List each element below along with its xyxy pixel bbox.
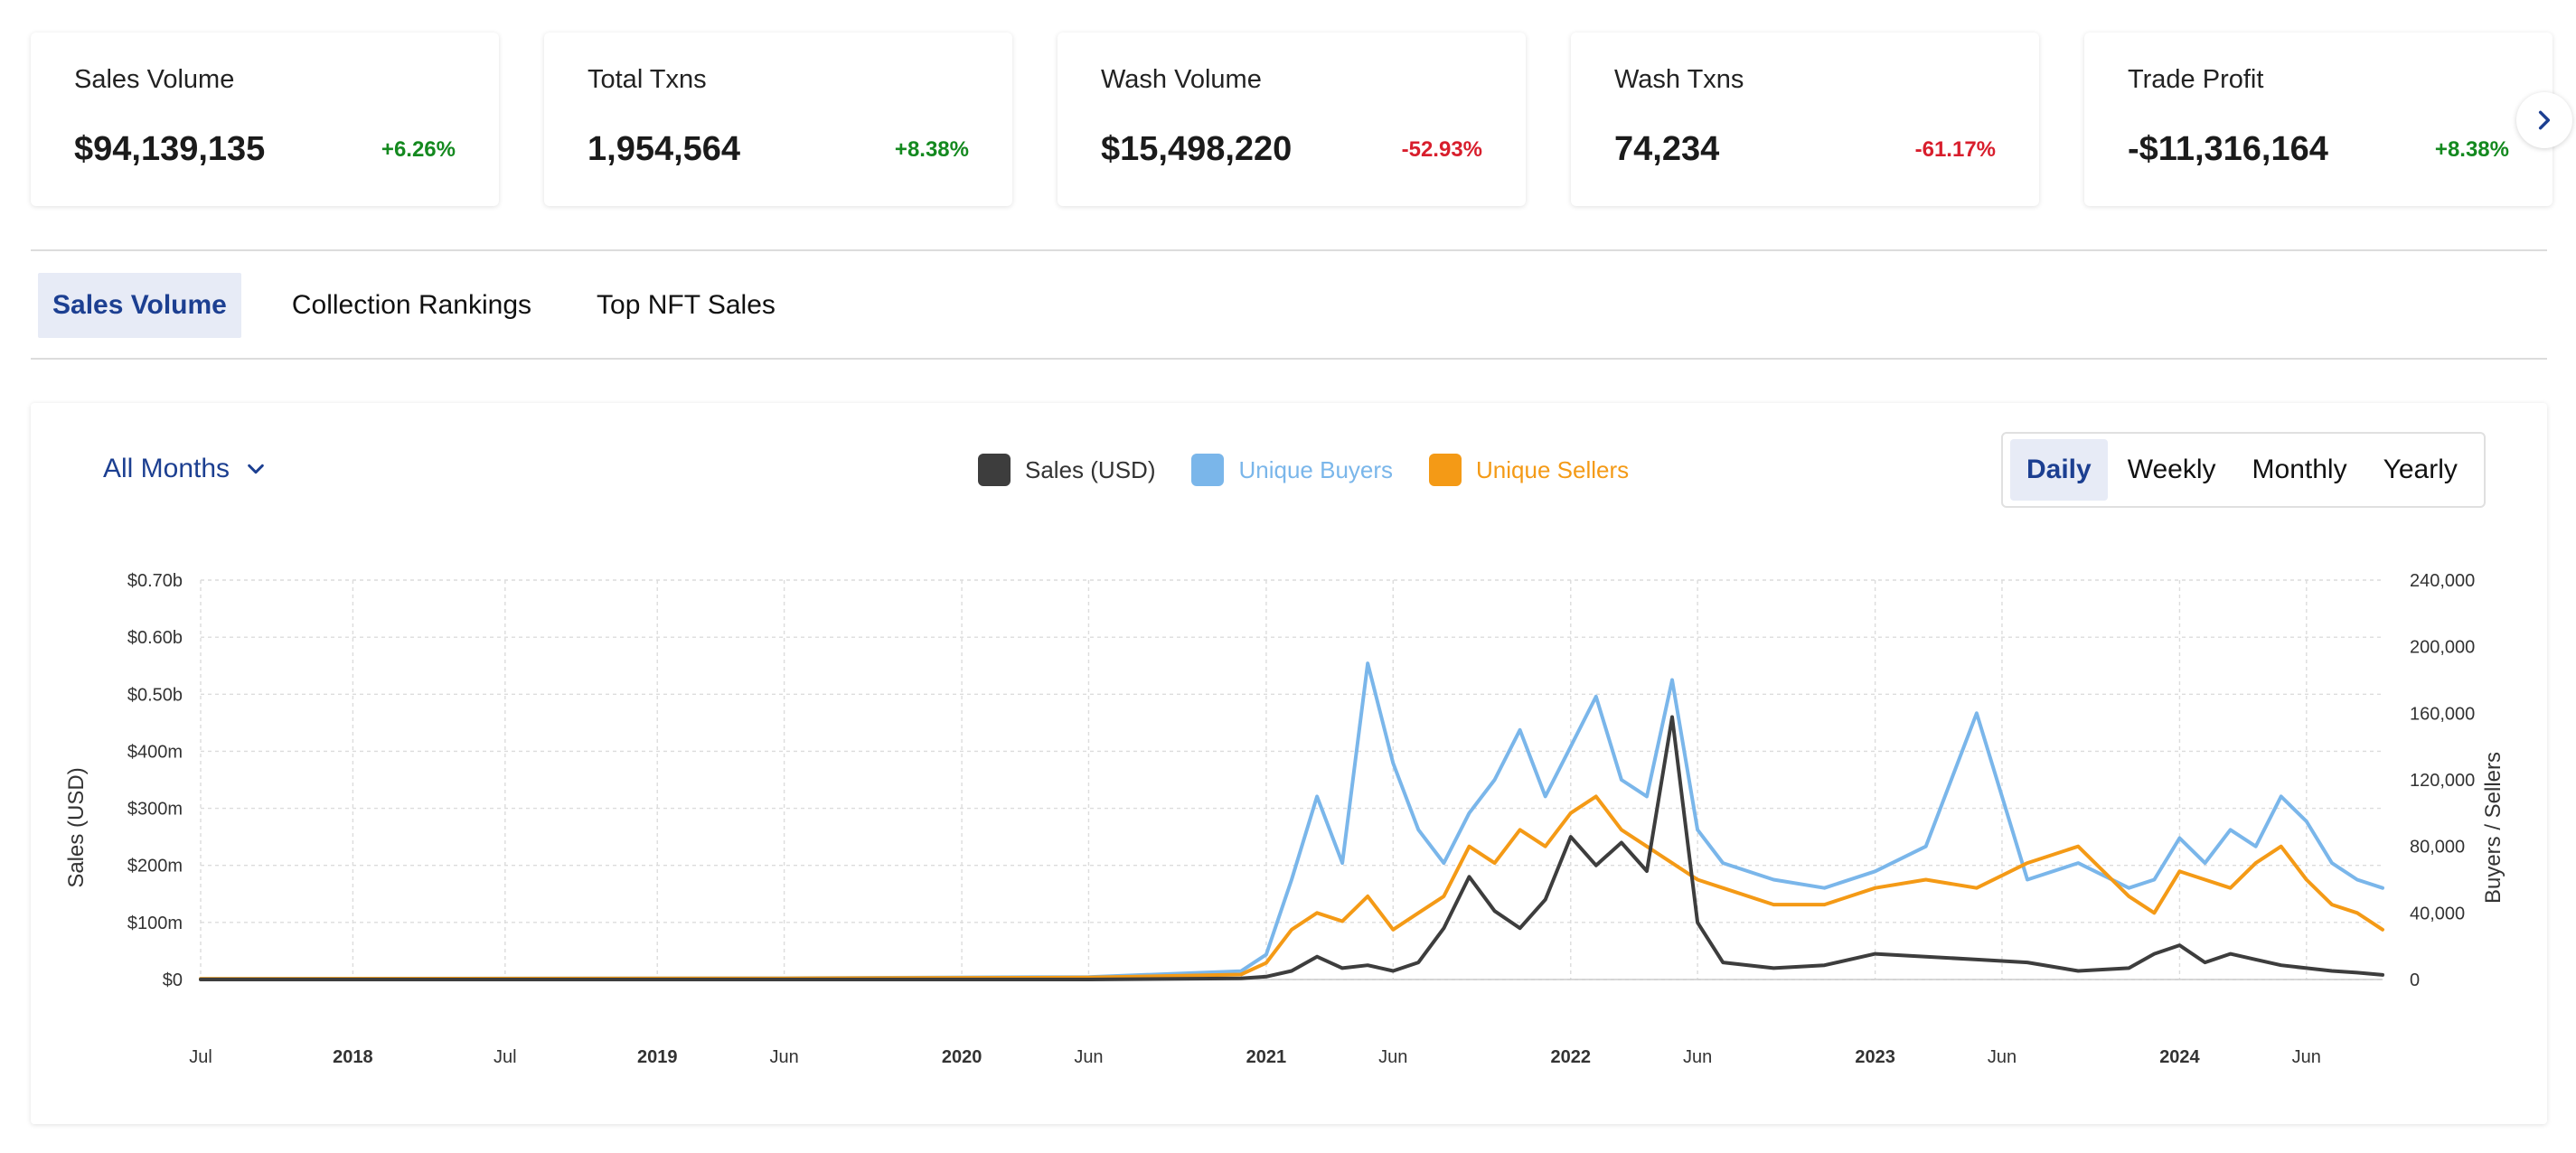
tab-sales-volume[interactable]: Sales Volume xyxy=(38,273,241,338)
stat-change: -61.17% xyxy=(1914,137,1996,162)
y-tick-label: $200m xyxy=(127,857,183,876)
x-tick-label: 2022 xyxy=(1551,1047,1592,1067)
x-tick-label: Jul xyxy=(494,1047,517,1067)
stat-label: Wash Txns xyxy=(1614,65,1744,94)
x-tick-label: 2019 xyxy=(637,1047,678,1067)
legend-item-sellers[interactable]: Unique Sellers xyxy=(1429,454,1629,486)
stat-value: -$11,316,164 xyxy=(2128,130,2328,168)
x-tick-label: 2021 xyxy=(1246,1047,1287,1067)
y2-axis-title: Buyers / Sellers xyxy=(2481,752,2505,904)
legend-swatch-buyers xyxy=(1191,454,1225,486)
stat-value: 1,954,564 xyxy=(588,130,741,168)
y-tick-label: $300m xyxy=(127,800,183,820)
stat-card-sales-volume: Sales Volume $94,139,135 +6.26% xyxy=(31,33,499,206)
stat-card-total-txns: Total Txns 1,954,564 +8.38% xyxy=(544,33,1012,206)
chevron-down-icon xyxy=(248,464,264,474)
stat-value: $94,139,135 xyxy=(74,130,266,168)
series-line-sellers xyxy=(199,794,2384,981)
y-tick-label: $0.50b xyxy=(127,685,183,705)
stat-value: $15,498,220 xyxy=(1101,130,1293,168)
stat-value: 74,234 xyxy=(1614,130,1720,168)
stat-label: Wash Volume xyxy=(1101,65,1262,94)
stat-change: +6.26% xyxy=(381,137,456,162)
y2-tick-label: 40,000 xyxy=(2410,904,2465,923)
stat-label: Sales Volume xyxy=(74,65,235,94)
x-tick-label: Jun xyxy=(1988,1047,2017,1067)
tab-top-nft-sales[interactable]: Top NFT Sales xyxy=(597,290,776,320)
granularity-daily-button[interactable]: Daily xyxy=(2010,439,2108,501)
y2-tick-label: 160,000 xyxy=(2410,704,2475,724)
stat-change: +8.38% xyxy=(2434,137,2509,162)
y2-tick-label: 0 xyxy=(2410,970,2420,990)
legend-item-buyers[interactable]: Unique Buyers xyxy=(1191,454,1393,486)
y2-tick-label: 240,000 xyxy=(2410,571,2475,591)
x-tick-label: Jul xyxy=(189,1047,212,1067)
y-tick-label: $0.70b xyxy=(127,571,183,591)
chevron-right-icon xyxy=(2538,110,2551,130)
y-tick-label: $0.60b xyxy=(127,628,183,648)
chart-card: All Months Sales (USD) Unique Buyers Uni… xyxy=(31,403,2547,1124)
y-tick-label: $100m xyxy=(127,914,183,933)
x-tick-label: Jun xyxy=(2292,1047,2321,1067)
x-tick-label: Jun xyxy=(1683,1047,1712,1067)
legend-item-sales[interactable]: Sales (USD) xyxy=(978,454,1155,486)
period-select[interactable]: All Months xyxy=(103,454,266,484)
granularity-weekly-button[interactable]: Weekly xyxy=(2127,455,2216,484)
y2-tick-label: 200,000 xyxy=(2410,638,2475,658)
chart-legend: Sales (USD) Unique Buyers Unique Sellers xyxy=(978,454,1665,486)
legend-swatch-sellers xyxy=(1429,454,1462,486)
x-tick-label: 2023 xyxy=(1855,1047,1895,1067)
next-cards-button[interactable] xyxy=(2516,92,2572,148)
y-tick-label: $400m xyxy=(127,742,183,762)
x-tick-label: 2024 xyxy=(2159,1047,2200,1067)
granularity-yearly-button[interactable]: Yearly xyxy=(2383,455,2458,484)
granularity-monthly-button[interactable]: Monthly xyxy=(2252,455,2347,484)
period-select-label: All Months xyxy=(103,454,230,483)
x-tick-label: Jun xyxy=(769,1047,798,1067)
stat-change: -52.93% xyxy=(1401,137,1482,162)
divider xyxy=(31,358,2547,360)
tab-collection-rankings[interactable]: Collection Rankings xyxy=(291,290,532,320)
series-line-buyers xyxy=(199,661,2384,981)
stat-label: Total Txns xyxy=(588,65,707,94)
stat-change: +8.38% xyxy=(894,137,969,162)
stat-card-wash-txns: Wash Txns 74,234 -61.17% xyxy=(1571,33,2039,206)
granularity-toggle: Daily Weekly Monthly Yearly xyxy=(2001,432,2486,508)
x-tick-label: Jun xyxy=(1074,1047,1103,1067)
y2-tick-label: 120,000 xyxy=(2410,771,2475,791)
x-tick-label: Jun xyxy=(1378,1047,1407,1067)
y2-tick-label: 80,000 xyxy=(2410,838,2465,858)
divider xyxy=(31,249,2547,251)
legend-label-sellers: Unique Sellers xyxy=(1476,455,1630,483)
legend-label-sales: Sales (USD) xyxy=(1025,455,1156,483)
tab-bar: Sales Volume Collection Rankings Top NFT… xyxy=(38,273,826,338)
stat-label: Trade Profit xyxy=(2128,65,2264,94)
legend-swatch-sales xyxy=(978,454,1011,486)
stat-card-trade-profit: Trade Profit -$11,316,164 +8.38% xyxy=(2084,33,2552,206)
legend-label-buyers: Unique Buyers xyxy=(1238,455,1394,483)
sales-chart[interactable]: $0 $100m $200m $300m $400m $0.50b $0.60b $0.70b… xyxy=(31,530,2547,1117)
series-line-sales xyxy=(199,715,2384,981)
stat-card-wash-volume: Wash Volume $15,498,220 -52.93% xyxy=(1058,33,1526,206)
x-tick-label: 2020 xyxy=(942,1047,982,1067)
y-tick-label: $0 xyxy=(163,970,183,990)
x-tick-label: 2018 xyxy=(333,1047,373,1067)
y-axis-title: Sales (USD) xyxy=(64,767,89,887)
